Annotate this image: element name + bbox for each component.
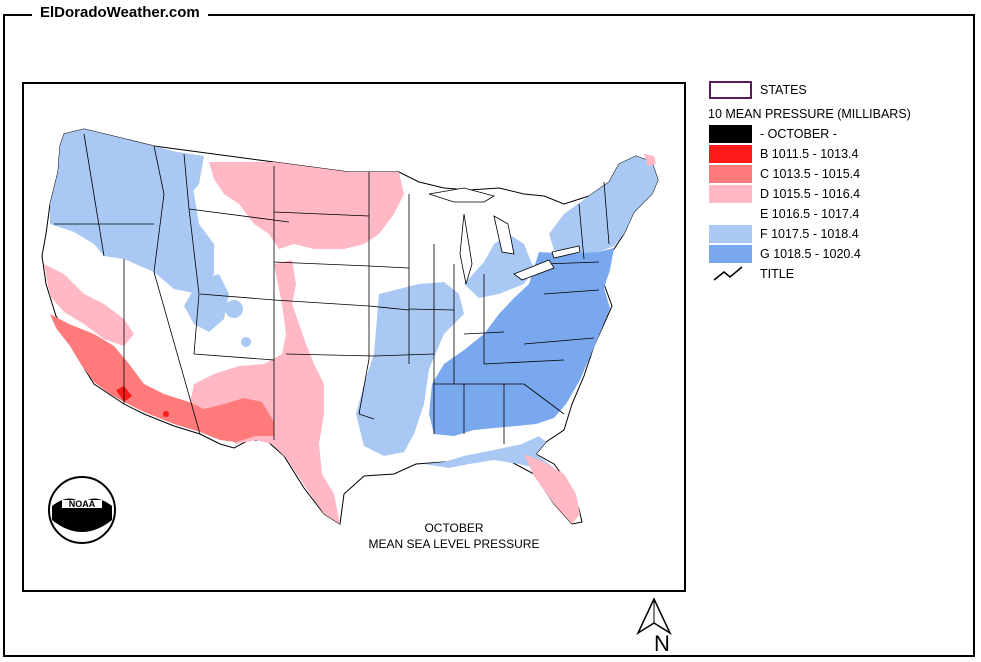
zone-c-regions <box>50 314 274 442</box>
legend-item-label: D 1015.5 - 1016.4 <box>760 187 861 201</box>
north-arrow-icon: N <box>636 597 672 656</box>
legend-swatch <box>709 165 752 183</box>
legend-heading: 10 MEAN PRESSURE (MILLIBARS) <box>708 107 911 121</box>
legend-item-label: B 1011.5 - 1013.4 <box>760 147 859 161</box>
legend-item: F 1017.5 - 1018.4 <box>708 224 958 244</box>
noaa-logo-text: NOAA <box>69 499 96 509</box>
legend-swatch <box>709 125 752 143</box>
legend-title-row: TITLE <box>708 264 958 288</box>
legend-item: C 1013.5 - 1015.4 <box>708 164 958 184</box>
states-swatch <box>709 81 752 99</box>
state-borders <box>54 133 610 444</box>
map-panel: NOAA OCTOBER MEAN SEA LEVEL PRESSURE <box>22 82 686 592</box>
legend-item-label: F 1017.5 - 1018.4 <box>760 227 859 241</box>
legend-item: - OCTOBER - <box>708 124 958 144</box>
zone-f-regions <box>50 129 658 476</box>
legend-item-label: G 1018.5 - 1020.4 <box>760 247 861 261</box>
great-lakes <box>428 187 581 285</box>
legend-item-label: E 1016.5 - 1017.4 <box>760 207 860 221</box>
caption-month: OCTOBER <box>424 521 484 535</box>
legend-item: B 1011.5 - 1013.4 <box>708 144 958 164</box>
legend-item: E 1016.5 - 1017.4 <box>708 204 958 224</box>
legend-heading-row: 10 MEAN PRESSURE (MILLIBARS) <box>708 104 958 124</box>
site-title: ElDoradoWeather.com <box>32 4 208 21</box>
title-line-icon <box>713 266 743 281</box>
zone-g-regions <box>429 248 614 436</box>
legend-item-label: C 1013.5 - 1015.4 <box>760 167 861 181</box>
legend-item: G 1018.5 - 1020.4 <box>708 244 958 264</box>
zone-d-regions <box>44 154 656 524</box>
legend-swatch <box>709 185 752 203</box>
legend: STATES 10 MEAN PRESSURE (MILLIBARS) - OC… <box>708 80 958 288</box>
legend-item: D 1015.5 - 1016.4 <box>708 184 958 204</box>
caption-subtitle: MEAN SEA LEVEL PRESSURE <box>368 537 540 551</box>
noaa-logo: NOAA <box>48 476 116 544</box>
legend-states-row: STATES <box>708 80 958 104</box>
legend-items: - OCTOBER - B 1011.5 - 1013.4 C 1013.5 - 1… <box>708 124 958 264</box>
legend-swatch <box>709 245 752 263</box>
us-pressure-map: NOAA <box>41 128 659 544</box>
legend-swatch <box>709 205 752 223</box>
legend-swatch <box>709 225 752 243</box>
north-label: N <box>654 631 670 656</box>
page-frame <box>3 14 975 657</box>
title-label: TITLE <box>760 267 795 281</box>
map-caption: OCTOBER MEAN SEA LEVEL PRESSURE <box>354 520 554 552</box>
legend-swatch <box>709 145 752 163</box>
north-arrow: N <box>632 597 692 657</box>
legend-item-label: - OCTOBER - <box>760 127 837 141</box>
states-label: STATES <box>760 83 807 97</box>
